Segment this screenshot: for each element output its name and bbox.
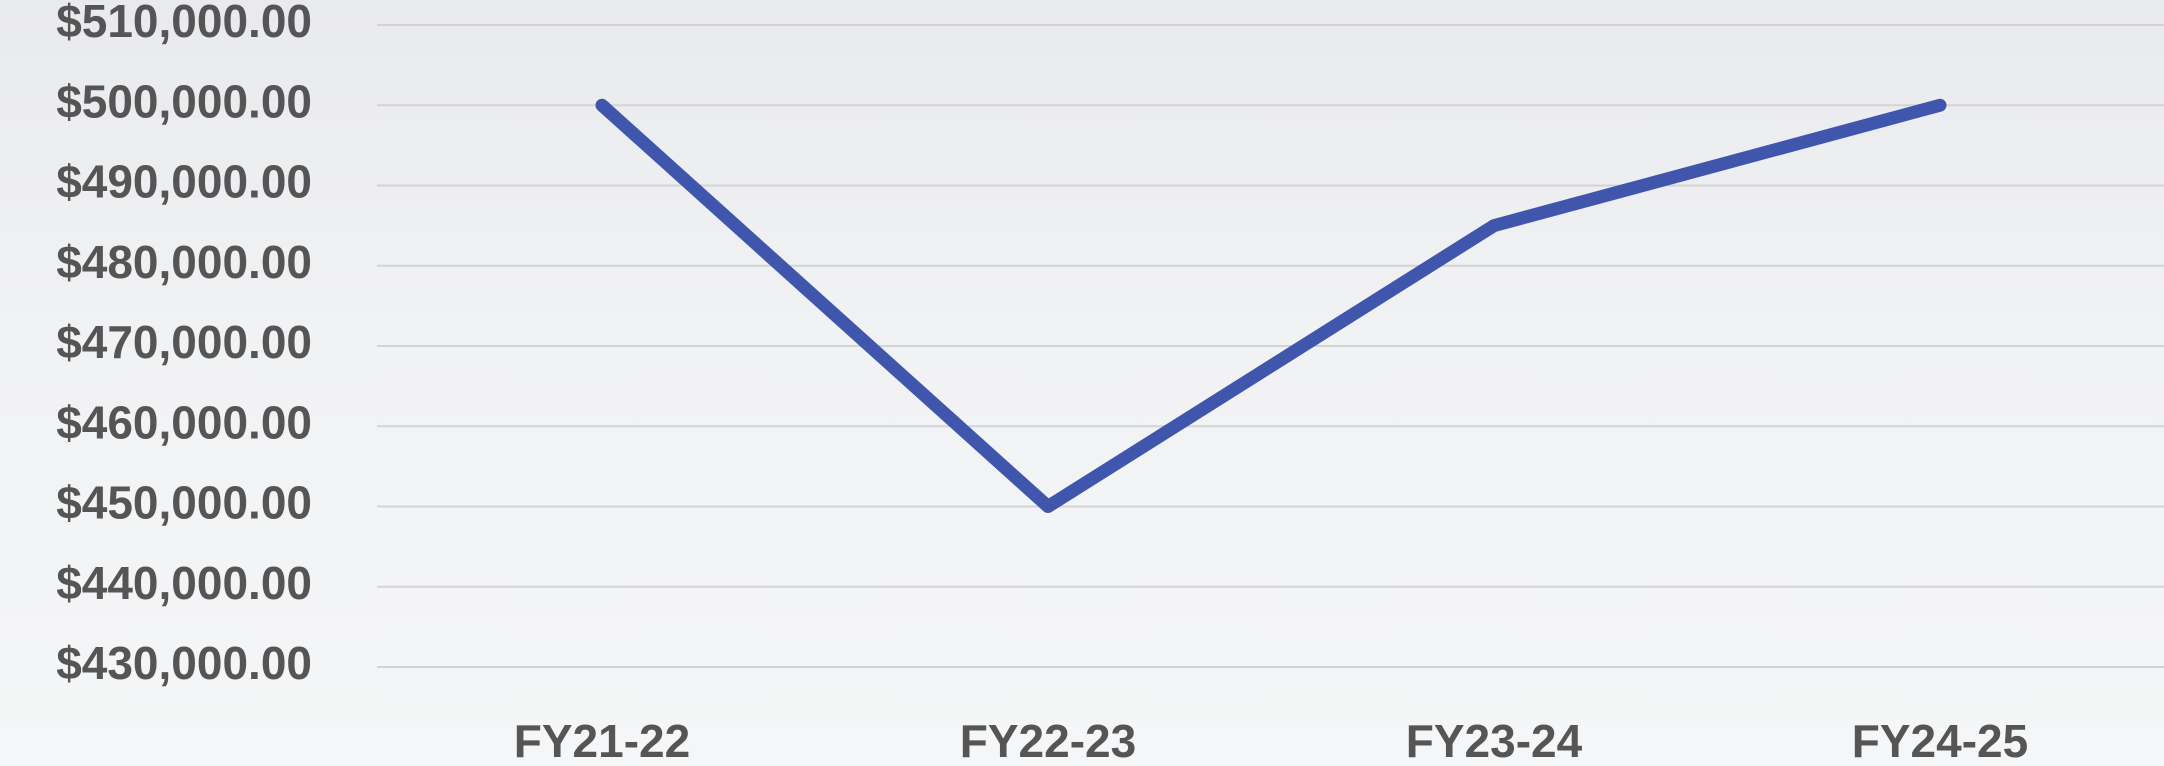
y-tick-label: $430,000.00 [56, 637, 312, 689]
x-tick-label: FY24-25 [1852, 715, 2028, 766]
y-tick-label: $490,000.00 [56, 156, 312, 208]
x-tick-label: FY23-24 [1406, 715, 1583, 766]
background [0, 0, 2164, 766]
y-tick-label: $480,000.00 [56, 236, 312, 288]
y-tick-label: $450,000.00 [56, 477, 312, 529]
y-tick-label: $440,000.00 [56, 557, 312, 609]
y-tick-label: $500,000.00 [56, 75, 312, 127]
chart: $430,000.00 $440,000.00 $450,000.00 $460,00… [0, 0, 2164, 766]
page: $430,000.00 $440,000.00 $450,000.00 $460,00… [0, 0, 2164, 766]
x-tick-label: FY21-22 [514, 715, 690, 766]
y-tick-label: $460,000.00 [56, 396, 312, 448]
y-tick-label: $470,000.00 [56, 316, 312, 368]
y-tick-label: $510,000.00 [56, 0, 312, 47]
x-tick-label: FY22-23 [960, 715, 1136, 766]
